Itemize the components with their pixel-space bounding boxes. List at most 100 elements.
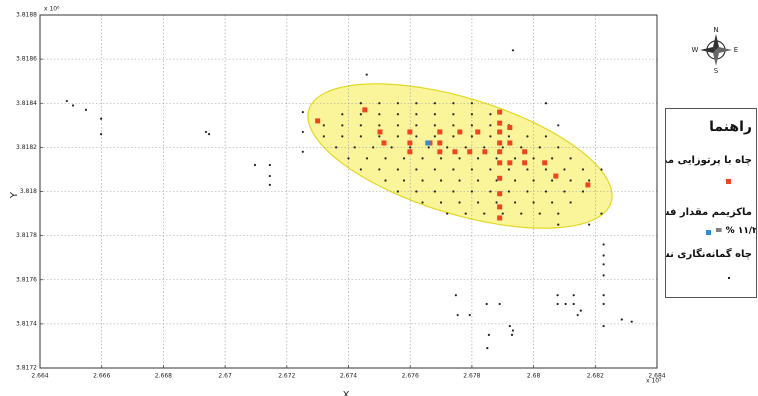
- point: [99, 117, 103, 120]
- point: [569, 157, 572, 160]
- point: [501, 146, 504, 149]
- point: [359, 102, 362, 105]
- point: [630, 320, 633, 323]
- point: [439, 201, 443, 204]
- point: [495, 179, 498, 182]
- point: [486, 347, 489, 350]
- point: [581, 190, 585, 193]
- point: [507, 190, 511, 193]
- point: [433, 135, 436, 138]
- point: [301, 150, 304, 153]
- point: [402, 179, 406, 182]
- point: [377, 129, 383, 135]
- point: [439, 157, 443, 160]
- point: [556, 294, 559, 297]
- point: [602, 254, 605, 257]
- point: [407, 149, 413, 155]
- point: [470, 113, 473, 116]
- point: [384, 179, 387, 182]
- point: [551, 201, 554, 204]
- point: [497, 215, 503, 221]
- svg-text:N: N: [713, 26, 718, 34]
- point: [362, 107, 368, 113]
- point: [588, 179, 591, 182]
- point: [526, 190, 529, 193]
- point: [557, 124, 560, 127]
- point: [470, 135, 473, 138]
- point: [402, 157, 406, 160]
- svg-text:S: S: [714, 67, 719, 75]
- point: [301, 110, 304, 114]
- point: [315, 118, 321, 124]
- point: [572, 302, 575, 306]
- point: [579, 309, 582, 312]
- point: [359, 124, 362, 127]
- point: [268, 183, 271, 186]
- point: [322, 124, 325, 127]
- point: [433, 124, 436, 127]
- point: [482, 149, 488, 155]
- point: [446, 146, 449, 149]
- svg-text:W: W: [692, 46, 699, 54]
- legend: راهنما چاه با پرتوزایی مطلوب ماکزیمم مقد…: [665, 108, 757, 298]
- legend-title: راهنما: [709, 119, 752, 135]
- point: [378, 102, 381, 105]
- point: [526, 135, 529, 138]
- point: [396, 135, 399, 138]
- point: [458, 201, 461, 204]
- point: [470, 168, 473, 171]
- point: [457, 129, 463, 135]
- point: [564, 302, 567, 306]
- point: [468, 313, 471, 317]
- point: [407, 129, 413, 135]
- point: [485, 302, 488, 306]
- x-tick-label: 2.674: [340, 373, 357, 380]
- svg-text:E: E: [734, 46, 738, 54]
- point: [569, 201, 572, 204]
- point: [452, 124, 455, 127]
- point: [532, 201, 535, 204]
- y-tick-label: 3.8176: [16, 276, 37, 283]
- point: [497, 160, 503, 166]
- point: [557, 212, 560, 215]
- point: [409, 146, 412, 149]
- x-tick-label: 2.682: [587, 373, 604, 380]
- y-tick-label: 3.8174: [16, 320, 37, 327]
- point: [576, 313, 579, 317]
- point: [581, 168, 585, 171]
- point: [390, 146, 393, 149]
- point: [301, 130, 304, 134]
- legend-label: چاه با پرتوزایی مطلوب: [666, 155, 752, 166]
- point: [497, 175, 503, 181]
- x-tick-label: 2.666: [93, 373, 110, 380]
- point: [544, 102, 548, 105]
- point: [421, 157, 424, 160]
- point: [556, 302, 559, 306]
- point: [532, 179, 535, 182]
- x-tick-label: 2.664: [31, 373, 48, 380]
- point: [602, 274, 605, 277]
- point: [497, 120, 503, 126]
- point: [602, 324, 605, 328]
- point: [204, 130, 208, 134]
- point: [71, 104, 75, 107]
- x-tick-label: 2.668: [155, 373, 172, 380]
- y-exponent: x 10⁶: [44, 6, 60, 13]
- point: [497, 191, 503, 197]
- point: [508, 324, 511, 328]
- x-tick-label: 2.67: [218, 373, 232, 380]
- point: [507, 135, 511, 138]
- point: [415, 190, 418, 193]
- point: [437, 129, 443, 135]
- y-tick-label: 3.8184: [16, 100, 37, 107]
- point: [489, 190, 492, 193]
- point: [452, 135, 455, 138]
- point: [396, 102, 399, 105]
- point: [470, 102, 473, 105]
- point: [458, 157, 461, 160]
- point: [511, 49, 515, 52]
- point: [602, 263, 605, 266]
- point: [476, 157, 480, 160]
- point: [470, 190, 473, 193]
- point: [520, 212, 523, 215]
